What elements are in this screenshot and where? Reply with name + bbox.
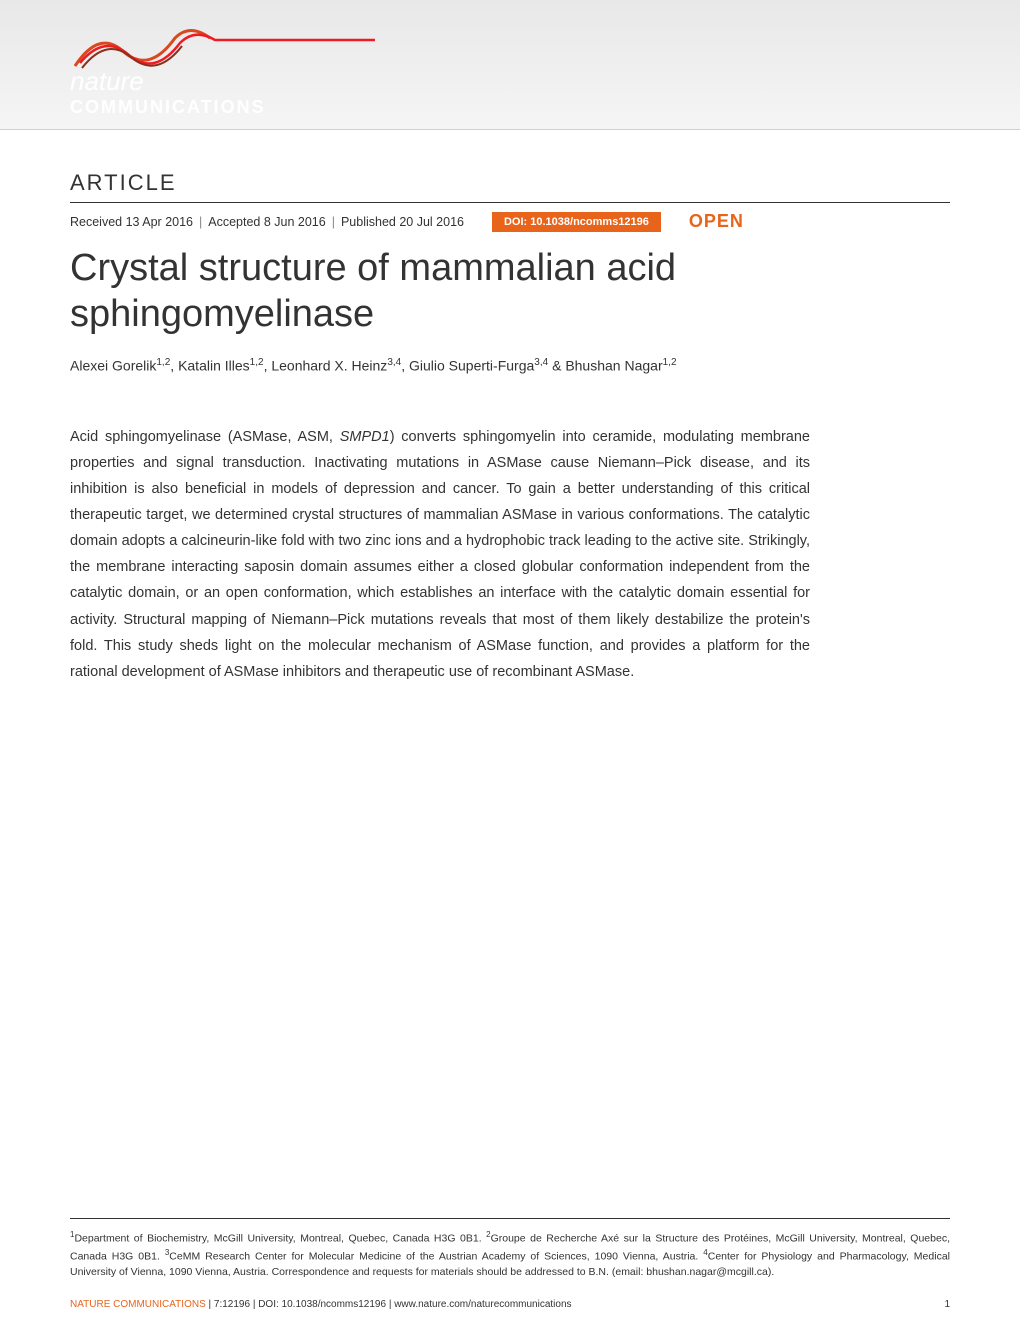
meta-separator: | xyxy=(332,215,335,229)
divider xyxy=(70,202,950,203)
article-content: ARTICLE Received 13 Apr 2016 | Accepted … xyxy=(0,130,1020,685)
open-access-badge: OPEN xyxy=(689,211,744,232)
affil-text: Department of Biochemistry, McGill Unive… xyxy=(74,1232,481,1244)
journal-logo: nature COMMUNICATIONS xyxy=(70,18,380,118)
article-type-label: ARTICLE xyxy=(70,170,950,196)
affil-text: CeMM Research Center for Molecular Medic… xyxy=(169,1251,698,1263)
logo-text: nature COMMUNICATIONS xyxy=(70,66,380,118)
correspondence-text: Correspondence and requests for material… xyxy=(272,1266,775,1278)
citation-journal: NATURE COMMUNICATIONS xyxy=(70,1299,206,1310)
authors-list: Alexei Gorelik1,2, Katalin Illes1,2, Leo… xyxy=(70,357,950,374)
author-affil: 1,2 xyxy=(156,357,170,368)
abstract-text: Acid sphingomyelinase (ASMase, ASM, SMPD… xyxy=(70,424,810,685)
author-affil: 3,4 xyxy=(534,357,548,368)
published-date: Published 20 Jul 2016 xyxy=(341,215,464,229)
author-name: Bhushan Nagar xyxy=(565,358,662,374)
article-metadata-row: Received 13 Apr 2016 | Accepted 8 Jun 20… xyxy=(70,211,950,232)
author-name: Leonhard X. Heinz xyxy=(271,358,387,374)
author-affil: 1,2 xyxy=(250,357,264,368)
journal-banner: nature COMMUNICATIONS xyxy=(0,0,1020,130)
doi-badge[interactable]: DOI: 10.1038/ncomms12196 xyxy=(492,212,661,232)
page-number: 1 xyxy=(944,1299,950,1310)
author-name: Alexei Gorelik xyxy=(70,358,156,374)
author-name: Giulio Superti-Furga xyxy=(409,358,534,374)
citation-details: | 7:12196 | DOI: 10.1038/ncomms12196 | w… xyxy=(206,1299,572,1310)
affiliations-block: 1Department of Biochemistry, McGill Univ… xyxy=(70,1229,950,1281)
citation-footer: NATURE COMMUNICATIONS | 7:12196 | DOI: 1… xyxy=(70,1299,950,1310)
logo-communications-text: COMMUNICATIONS xyxy=(70,97,380,118)
citation-line: NATURE COMMUNICATIONS | 7:12196 | DOI: 1… xyxy=(70,1299,572,1310)
author-affil: 1,2 xyxy=(663,357,677,368)
article-title: Crystal structure of mammalian acid sphi… xyxy=(70,246,950,337)
footer-divider xyxy=(70,1218,950,1219)
author-affil: 3,4 xyxy=(387,357,401,368)
logo-swoosh-icon xyxy=(70,18,380,73)
page-footer: 1 Department of Biochemistry, McGill Univ… xyxy=(70,1218,950,1310)
meta-separator: | xyxy=(199,215,202,229)
received-date: Received 13 Apr 2016 xyxy=(70,215,193,229)
accepted-date: Accepted 8 Jun 2016 xyxy=(208,215,325,229)
author-name: Katalin Illes xyxy=(178,358,250,374)
